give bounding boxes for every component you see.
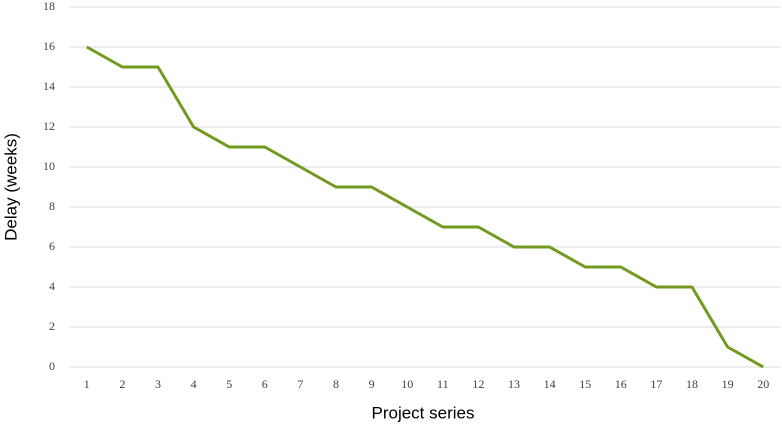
y-tick-label: 16 bbox=[43, 39, 55, 53]
x-tick-label: 20 bbox=[757, 377, 769, 391]
x-tick-label: 8 bbox=[333, 377, 339, 391]
y-tick-label: 14 bbox=[43, 79, 55, 93]
y-tick-label: 10 bbox=[43, 159, 55, 173]
x-tick-label: 9 bbox=[369, 377, 375, 391]
x-tick-label: 14 bbox=[544, 377, 556, 391]
y-tick-label: 18 bbox=[43, 0, 55, 13]
x-tick-label: 18 bbox=[686, 377, 698, 391]
y-tick-label: 8 bbox=[49, 199, 55, 213]
y-tick-label: 6 bbox=[49, 239, 55, 253]
x-tick-label: 1 bbox=[84, 377, 90, 391]
y-tick-label: 2 bbox=[49, 319, 55, 333]
line bbox=[86, 45, 764, 369]
x-tick-label: 19 bbox=[722, 377, 734, 391]
x-tick-label: 7 bbox=[297, 377, 303, 391]
y-tick-label: 0 bbox=[49, 359, 55, 373]
y-tick-label: 12 bbox=[43, 119, 55, 133]
x-tick-label: 4 bbox=[191, 377, 197, 391]
x-tick-label: 5 bbox=[226, 377, 232, 391]
x-axis-label: Project series bbox=[372, 403, 475, 422]
x-tick-label: 10 bbox=[401, 377, 413, 391]
x-tick-label: 13 bbox=[508, 377, 520, 391]
x-tick-label: 11 bbox=[437, 377, 449, 391]
x-tick-label: 6 bbox=[262, 377, 268, 391]
x-tick-label: 16 bbox=[615, 377, 627, 391]
x-tick-label: 3 bbox=[155, 377, 161, 391]
y-tick-label: 4 bbox=[49, 279, 55, 293]
x-tick-label: 2 bbox=[119, 377, 125, 391]
y-axis-label: Delay (weeks) bbox=[1, 133, 20, 241]
x-tick-label: 15 bbox=[579, 377, 591, 391]
x-tick-label: 17 bbox=[650, 377, 662, 391]
x-tick-label: 12 bbox=[472, 377, 484, 391]
